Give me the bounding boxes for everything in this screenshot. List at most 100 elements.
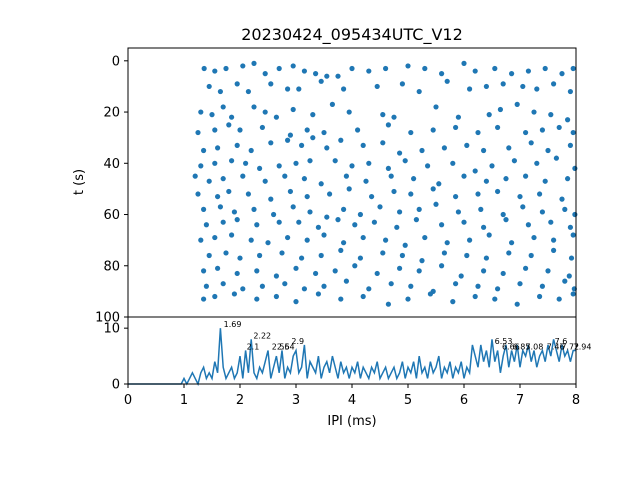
scatter-point	[338, 137, 344, 143]
scatter-point	[215, 265, 221, 271]
scatter-point	[570, 65, 576, 72]
peak-label: 7.72	[561, 343, 579, 352]
scatter-point	[195, 129, 201, 136]
scatter-point	[383, 65, 389, 72]
scatter-point	[212, 68, 218, 74]
scatter-point	[567, 224, 574, 230]
scatter-point	[419, 147, 425, 154]
peak-label: 2.9	[291, 337, 304, 346]
scatter-point	[223, 250, 229, 256]
ipi-frame	[127, 316, 577, 385]
ipi-x-tick-label: 2	[236, 393, 244, 408]
scatter-point	[503, 217, 509, 223]
scatter-point	[441, 250, 447, 256]
peak-label: 6.53	[495, 337, 513, 346]
scatter-point	[397, 150, 403, 156]
scatter-point	[481, 224, 487, 230]
scatter-point	[301, 286, 307, 292]
ipi-y-ticks: 0 10	[103, 322, 128, 393]
scatter-point	[313, 71, 319, 77]
scatter-y-tick-label: 60	[103, 208, 120, 223]
scatter-point	[203, 222, 209, 228]
scatter-point	[229, 232, 235, 238]
scatter-point	[500, 270, 506, 277]
scatter-point	[355, 127, 361, 133]
scatter-point	[517, 193, 523, 200]
scatter-point	[458, 273, 464, 279]
scatter-point	[209, 112, 215, 118]
scatter-point	[539, 283, 546, 289]
scatter-point	[220, 281, 226, 287]
scatter-point	[237, 255, 243, 261]
scatter-point	[385, 165, 391, 172]
scatter-point	[268, 81, 274, 87]
scatter-point	[514, 101, 520, 107]
scatter-y-tick-label: 0	[112, 54, 120, 69]
scatter-point	[551, 247, 557, 253]
scatter-point	[324, 145, 330, 151]
scatter-point	[318, 78, 324, 84]
scatter-point	[534, 86, 540, 92]
scatter-point	[444, 78, 450, 84]
scatter-point	[321, 283, 327, 289]
ipi-y-tick-label: 10	[103, 322, 120, 337]
scatter-point	[422, 65, 428, 72]
scatter-point	[394, 224, 400, 230]
scatter-point	[464, 142, 470, 148]
scatter-point	[360, 293, 366, 300]
scatter-point	[206, 252, 212, 259]
scatter-point	[425, 163, 431, 169]
scatter-point	[433, 201, 439, 207]
scatter-point	[254, 268, 260, 274]
scatter-point	[497, 106, 503, 113]
ipi-line	[128, 328, 576, 387]
scatter-point	[453, 193, 459, 200]
scatter-y-tick-label: 100	[95, 311, 120, 326]
ipi-x-tick-label: 1	[180, 393, 188, 408]
scatter-point	[439, 71, 445, 77]
ipi-x-tick-label: 7	[516, 393, 524, 408]
scatter-point	[251, 60, 257, 66]
scatter-point	[461, 60, 467, 66]
scatter-point	[380, 112, 386, 118]
scatter-point	[212, 293, 218, 300]
scatter-point	[285, 137, 291, 143]
scatter-point	[506, 145, 512, 151]
scatter-point	[495, 188, 501, 195]
scatter-point	[273, 293, 279, 300]
scatter-point	[346, 186, 352, 192]
scatter-point	[262, 71, 268, 77]
scatter-point	[416, 88, 422, 95]
scatter-point	[282, 173, 288, 179]
scatter-point	[542, 65, 548, 72]
scatter-point	[304, 193, 310, 200]
scatter-point	[483, 83, 489, 90]
scatter-point	[402, 158, 408, 164]
scatter-point	[262, 109, 268, 115]
scatter-point	[416, 268, 422, 274]
scatter-point	[318, 252, 324, 259]
scatter-point	[307, 158, 313, 164]
scatter-point	[525, 222, 532, 228]
scatter-point	[343, 278, 349, 284]
scatter-point	[413, 217, 419, 223]
scatter-point	[268, 196, 274, 202]
scatter-point	[240, 173, 246, 179]
scatter-point	[324, 73, 330, 79]
scatter-point	[570, 291, 576, 297]
peak-label: 7.08	[525, 343, 543, 352]
scatter-point	[231, 291, 237, 297]
scatter-point	[559, 196, 565, 202]
chart-title: 20230424_095434UTC_V12	[241, 25, 463, 45]
scatter-point	[531, 234, 537, 241]
scatter-point	[495, 124, 501, 131]
scatter-point	[405, 63, 411, 69]
scatter-point	[416, 206, 422, 212]
scatter-point	[455, 114, 461, 120]
scatter-point	[528, 140, 534, 146]
scatter-point	[397, 209, 403, 215]
scatter-point	[327, 191, 333, 197]
scatter-point	[357, 211, 363, 218]
scatter-point	[539, 209, 546, 215]
